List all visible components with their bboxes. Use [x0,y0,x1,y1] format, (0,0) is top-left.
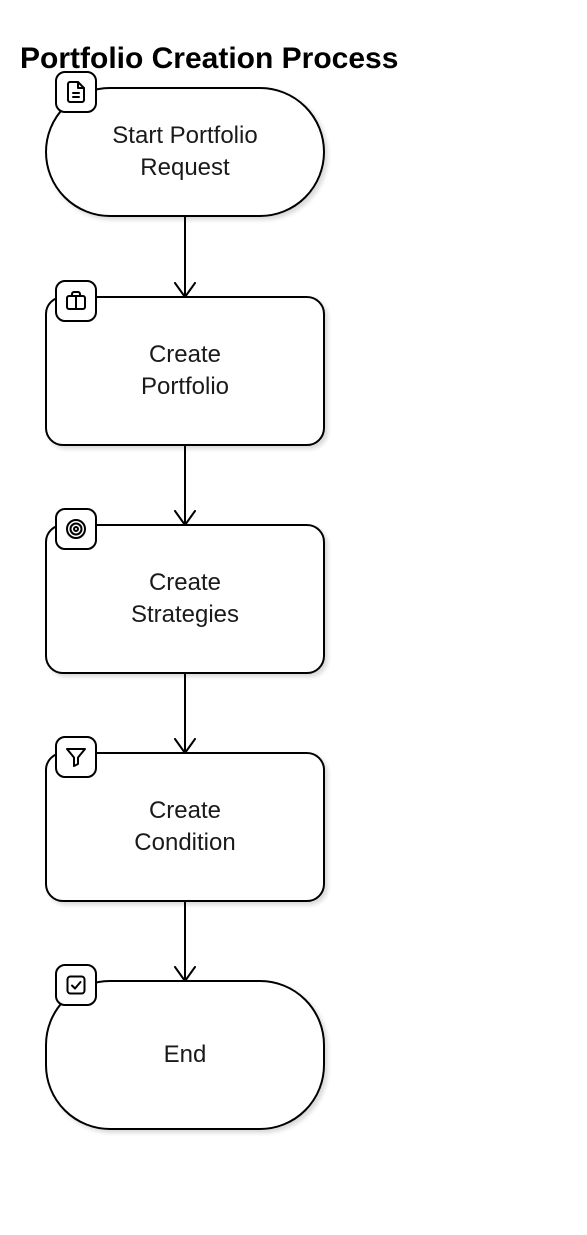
briefcase-icon [55,280,97,322]
flow-edge [184,902,186,980]
file-text-icon [55,71,97,113]
flow-node-label: Start Portfolio Request [112,120,257,185]
flow-node-label: Create Portfolio [141,339,229,404]
filter-icon [55,736,97,778]
flow-edge [184,217,186,296]
flow-edge [184,446,186,524]
flow-node-create-strategies: Create Strategies [45,524,325,674]
target-icon [55,508,97,550]
flow-node-label: Create Condition [134,795,235,860]
flow-edge [184,674,186,752]
flow-node-create-condition: Create Condition [45,752,325,902]
check-square-icon [55,964,97,1006]
flow-node-label: Create Strategies [131,567,239,632]
flow-node-end: End [45,980,325,1130]
flow-node-start: Start Portfolio Request [45,87,325,217]
flow-node-label: End [164,1039,207,1071]
flow-node-create-portfolio: Create Portfolio [45,296,325,446]
